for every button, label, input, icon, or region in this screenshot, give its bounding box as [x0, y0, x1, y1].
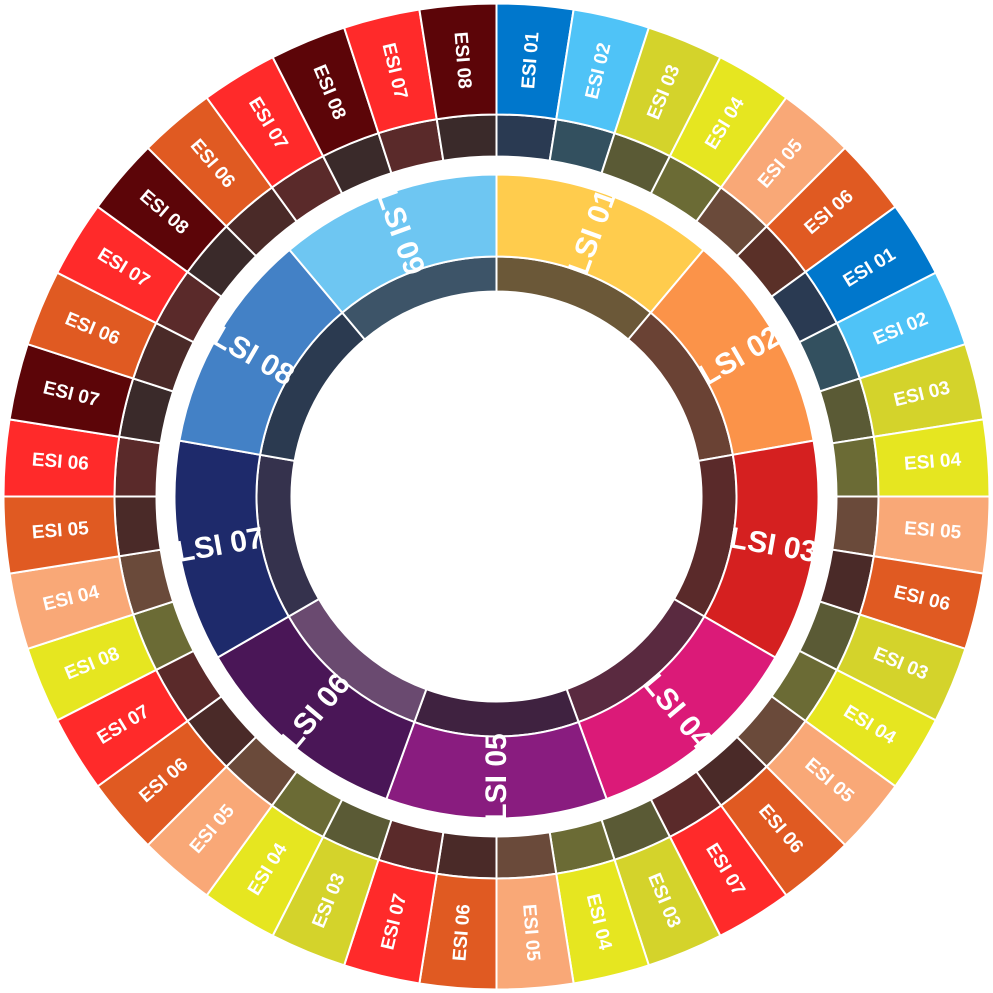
- outer-ring-segment: ESI 07: [342, 818, 445, 985]
- center-hole: [292, 292, 701, 701]
- segment-label: ESI 08: [449, 31, 474, 90]
- outer-ring-segment: ESI 02: [798, 271, 967, 393]
- segment-label: ESI 05: [31, 518, 90, 543]
- outer-ring-segment: ESI 04: [205, 770, 344, 938]
- segment-color-band: [288, 173, 498, 315]
- outer-ring-segment: ESI 03: [271, 798, 393, 967]
- outer-ring-segment: ESI 04: [649, 55, 788, 223]
- outer-ring-segment: ESI 04: [548, 818, 651, 985]
- outer-ring-segment: ESI 05: [2, 495, 162, 575]
- outer-ring-segment: ESI 07: [342, 8, 445, 175]
- outer-ring-segment: ESI 05: [495, 831, 575, 991]
- segment-shadow-band: [495, 113, 558, 162]
- segment-label: ESI 01: [518, 31, 543, 90]
- inner-ring-segment: LSI 03: [672, 439, 820, 659]
- segment-shadow-band: [831, 495, 880, 558]
- outer-ring-segment: ESI 07: [55, 205, 223, 344]
- segment-color-band: [418, 2, 498, 121]
- segment-label: ESI 06: [449, 903, 474, 962]
- outer-ring-segment: ESI 07: [8, 342, 175, 445]
- outer-ring-segment: ESI 02: [548, 8, 651, 175]
- segment-label: ESI 04: [903, 449, 962, 474]
- inner-ring-segment: LSI 01: [495, 173, 705, 341]
- outer-ring-segment: ESI 07: [55, 649, 223, 788]
- outer-ring-segment: ESI 08: [418, 2, 498, 162]
- outer-ring-segment: ESI 07: [205, 55, 344, 223]
- segment-shadow-band: [435, 831, 498, 880]
- inner-ring-segment: LSI 06: [216, 597, 428, 801]
- segment-label: ESI 05: [518, 903, 543, 962]
- outer-ring-segment: ESI 01: [495, 2, 575, 162]
- outer-ring-segment: ESI 06: [735, 146, 897, 299]
- outer-ring-segment: ESI 06: [2, 418, 162, 498]
- segment-shadow-band: [495, 831, 558, 880]
- outer-ring-segment: ESI 05: [831, 495, 991, 575]
- segment-shadow-band: [113, 495, 162, 558]
- outer-ring-segment: ESI 05: [735, 694, 897, 847]
- outer-ring-segment: ESI 08: [26, 600, 195, 722]
- outer-ring-segment: ESI 06: [418, 831, 498, 991]
- outer-ring-segment: ESI 06: [818, 548, 985, 651]
- outer-ring-segment: ESI 05: [146, 735, 299, 897]
- outer-ring-segment: ESI 05: [694, 96, 847, 258]
- segment-shadow-band: [113, 435, 162, 498]
- outer-ring-segment: ESI 04: [8, 548, 175, 651]
- segment-shadow-band: [831, 435, 880, 498]
- outer-ring-segment: ESI 03: [798, 600, 967, 722]
- segment-shadow-band: [435, 113, 498, 162]
- outer-ring-segment: ESI 08: [96, 146, 258, 299]
- inner-ring-segment: LSI 02: [626, 248, 815, 463]
- inner-ring-segment: LSI 09: [288, 173, 498, 341]
- outer-ring-segment: ESI 03: [600, 798, 722, 967]
- segment-label: ESI 06: [31, 449, 90, 474]
- outer-ring-segment: ESI 03: [600, 26, 722, 195]
- outer-ring-segment: ESI 08: [271, 26, 393, 195]
- segment-label: LSI 05: [480, 733, 513, 821]
- segment-label: ESI 05: [903, 518, 962, 543]
- outer-ring-segment: ESI 04: [831, 418, 991, 498]
- outer-ring-segment: ESI 06: [26, 271, 195, 393]
